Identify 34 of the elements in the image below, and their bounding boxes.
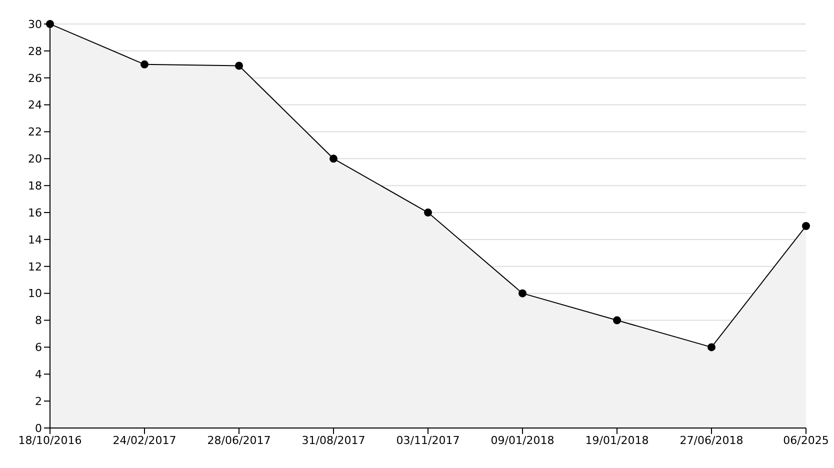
y-tick-label: 28 bbox=[28, 44, 42, 58]
y-tick-label: 6 bbox=[35, 341, 42, 354]
y-tick-label: 4 bbox=[35, 368, 42, 382]
y-tick-label: 18 bbox=[28, 180, 42, 193]
x-tick-label: 19/01/2018 bbox=[585, 434, 649, 447]
y-tick-label: 16 bbox=[28, 206, 42, 220]
x-tick-label: 28/06/2017 bbox=[207, 434, 271, 447]
point bbox=[46, 20, 54, 28]
y-tick-label: 22 bbox=[28, 126, 42, 139]
x-tick-label: 18/10/2016 bbox=[18, 434, 82, 447]
x-tick-label: 27/06/2018 bbox=[680, 434, 744, 447]
y-tick-label: 2 bbox=[35, 394, 42, 408]
x-tick-label: 31/08/2017 bbox=[302, 434, 366, 447]
y-tick-label: 14 bbox=[28, 233, 42, 246]
point bbox=[708, 343, 716, 352]
x-tick-label: 03/11/2017 bbox=[396, 434, 460, 447]
point bbox=[802, 222, 810, 230]
point bbox=[235, 62, 243, 70]
y-tick-label: 0 bbox=[35, 422, 42, 435]
y-tick-label: 26 bbox=[28, 72, 42, 85]
y-tick-label: 20 bbox=[28, 152, 42, 166]
point bbox=[330, 154, 338, 163]
point bbox=[140, 60, 148, 68]
y-tick-label: 8 bbox=[35, 314, 42, 328]
point bbox=[424, 208, 432, 217]
y-tick-label: 24 bbox=[28, 98, 42, 112]
point bbox=[518, 289, 526, 298]
y-tick-label: 12 bbox=[28, 260, 42, 274]
x-tick-label: 09/01/2018 bbox=[490, 434, 554, 447]
x-tick-label: 06/2025 bbox=[783, 434, 829, 447]
y-tick-label: 30 bbox=[28, 18, 42, 31]
point bbox=[613, 316, 621, 324]
x-tick-label: 24/02/2017 bbox=[112, 434, 176, 447]
y-tick-label: 10 bbox=[28, 287, 42, 300]
